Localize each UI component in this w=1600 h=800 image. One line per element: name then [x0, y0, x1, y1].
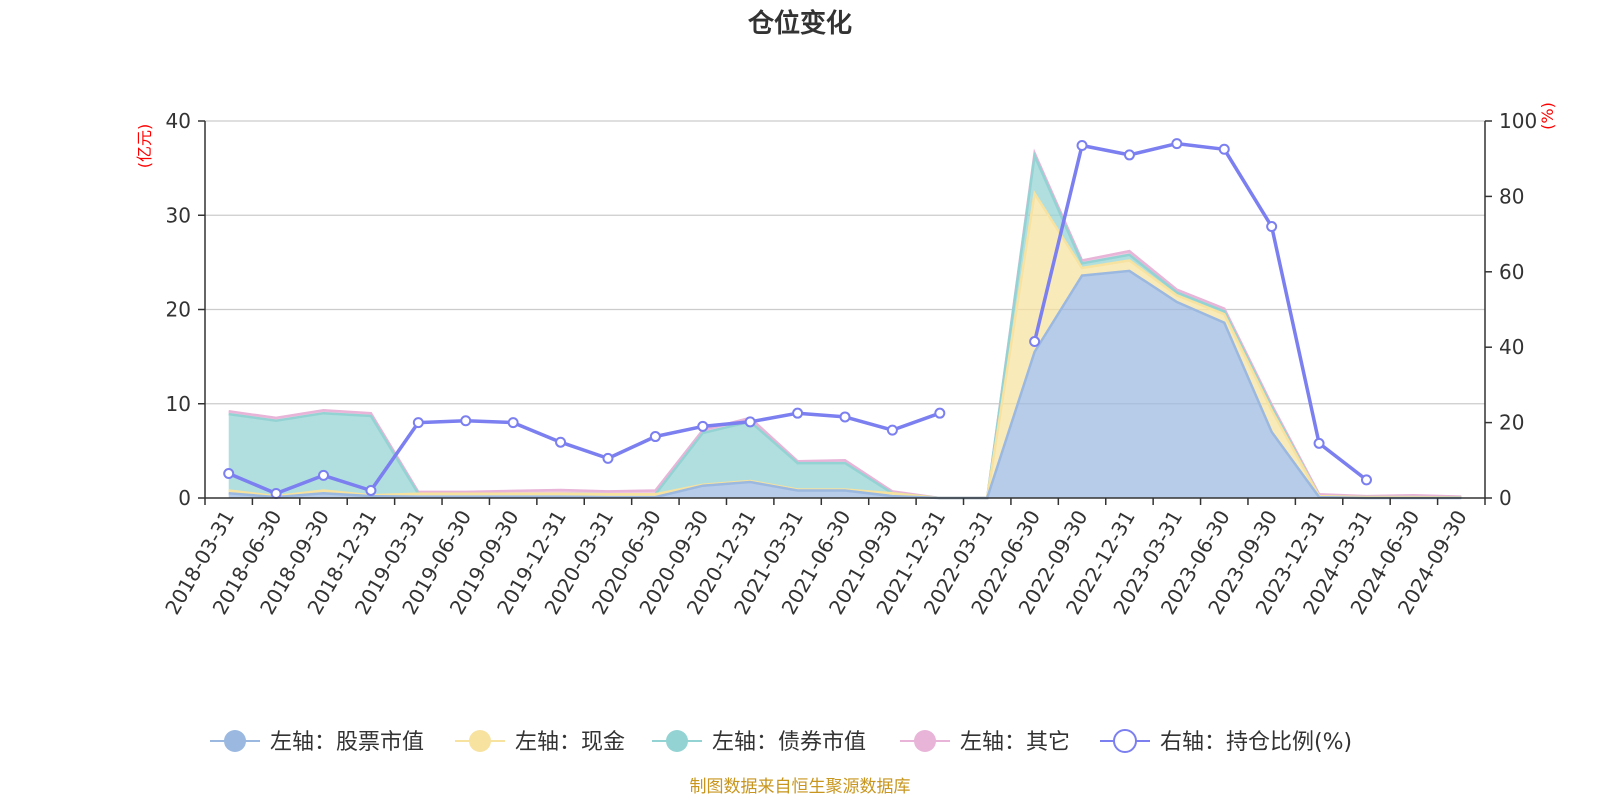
ratio-point: [649, 431, 661, 443]
legend-marker: [224, 730, 246, 752]
right-axis-unit: (%): [1538, 102, 1557, 130]
ratio-point: [1029, 336, 1041, 348]
legend: 左轴：股票市值 左轴：现金 左轴：债券市值 左轴：其它 右轴：持仓比例(%): [210, 729, 1352, 755]
legend-label: 右轴：持仓比例(%): [1160, 730, 1352, 755]
ratio-point: [507, 417, 519, 429]
legend-marker: [1113, 729, 1137, 753]
ratio-point: [744, 416, 756, 428]
legend-item: 右轴：持仓比例(%): [1100, 729, 1352, 755]
ratio-point: [792, 407, 804, 419]
left-axis-unit: (亿元): [135, 124, 154, 169]
ratio-point: [460, 415, 472, 427]
legend-item: 左轴：股票市值: [210, 730, 424, 755]
legend-item: 左轴：债券市值: [652, 730, 866, 755]
ratio-line-segment: [1032, 141, 1368, 482]
gridlines: [205, 120, 1485, 405]
ratio-point: [934, 407, 946, 419]
ratio-point: [555, 436, 567, 448]
right-axis-tick-label: 80: [1499, 184, 1524, 208]
ratio-point: [365, 484, 377, 496]
right-axis-tick-label: 100: [1499, 109, 1537, 133]
chart-title: 仓位变化: [747, 8, 852, 39]
source-note: 制图数据来自恒生聚源数据库: [690, 777, 911, 797]
stacked-areas: [228, 148, 1462, 500]
ratio-point: [1171, 138, 1183, 150]
legend-item: 左轴：现金: [455, 730, 625, 755]
ratio-line-segment: [228, 411, 941, 496]
legend-item: 左轴：其它: [900, 730, 1070, 755]
left-axis-tick-label: 20: [166, 298, 191, 322]
legend-label: 左轴：债券市值: [712, 730, 866, 755]
right-axis-tick-label: 60: [1499, 260, 1524, 284]
area-股票市值: [228, 270, 1462, 498]
legend-label: 左轴：股票市值: [270, 730, 424, 755]
right-axis-tick-label: 0: [1499, 486, 1512, 510]
legend-label: 左轴：其它: [960, 730, 1070, 755]
legend-marker: [666, 730, 688, 752]
ratio-point: [886, 424, 898, 436]
ratio-point: [839, 411, 851, 423]
axes: 0102030400204060801002018-03-312018-06-3…: [160, 109, 1537, 619]
ratio-point: [697, 420, 709, 432]
left-axis-tick-label: 40: [166, 109, 191, 133]
left-axis-tick-label: 0: [178, 486, 191, 510]
right-axis-tick-label: 40: [1499, 335, 1524, 359]
ratio-point: [1266, 221, 1278, 233]
legend-marker: [914, 730, 936, 752]
left-axis-tick-label: 30: [166, 203, 191, 227]
ratio-point: [1313, 437, 1325, 449]
left-axis-tick-label: 10: [166, 392, 191, 416]
legend-marker: [469, 730, 491, 752]
area-line-股票市值: [228, 269, 1462, 500]
ratio-point: [318, 469, 330, 481]
ratio-point: [1076, 140, 1088, 152]
ratio-point: [223, 467, 235, 479]
ratio-point: [602, 452, 614, 464]
ratio-point: [1218, 143, 1230, 155]
ratio-point: [1360, 474, 1372, 486]
ratio-line: [223, 138, 1372, 499]
area-债券市值: [228, 155, 1462, 498]
ratio-point: [412, 417, 424, 429]
right-axis-tick-label: 20: [1499, 411, 1524, 435]
ratio-point: [270, 487, 282, 499]
ratio-point: [1123, 149, 1135, 161]
legend-label: 左轴：现金: [515, 730, 625, 755]
